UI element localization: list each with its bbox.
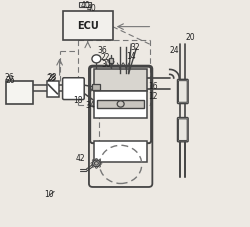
Text: 30: 30 bbox=[102, 60, 112, 69]
Bar bbox=[109, 59, 113, 64]
Circle shape bbox=[92, 56, 101, 64]
Text: 28: 28 bbox=[48, 73, 58, 81]
Bar bbox=[47, 82, 59, 98]
FancyBboxPatch shape bbox=[178, 81, 187, 103]
Text: 34: 34 bbox=[85, 101, 95, 110]
Text: 42: 42 bbox=[75, 154, 85, 163]
Text: 20: 20 bbox=[185, 33, 195, 42]
Text: 26: 26 bbox=[4, 73, 14, 82]
Circle shape bbox=[117, 101, 124, 108]
Bar bbox=[97, 101, 144, 108]
Bar bbox=[94, 141, 148, 163]
Bar bbox=[94, 70, 148, 91]
Text: 16: 16 bbox=[148, 82, 158, 91]
FancyBboxPatch shape bbox=[178, 119, 187, 141]
FancyBboxPatch shape bbox=[62, 78, 84, 100]
Text: ECU: ECU bbox=[77, 21, 98, 31]
Text: 10: 10 bbox=[44, 189, 54, 198]
FancyBboxPatch shape bbox=[178, 118, 188, 142]
Text: 18: 18 bbox=[73, 95, 83, 104]
Text: 40: 40 bbox=[86, 4, 96, 13]
Text: 28: 28 bbox=[47, 74, 56, 83]
Bar bbox=[79, 2, 92, 8]
Text: 14: 14 bbox=[126, 52, 136, 61]
Circle shape bbox=[93, 160, 100, 167]
FancyBboxPatch shape bbox=[178, 80, 188, 104]
Text: 24: 24 bbox=[170, 46, 179, 55]
Bar bbox=[94, 91, 148, 118]
Circle shape bbox=[94, 162, 98, 165]
Text: 26: 26 bbox=[5, 75, 15, 84]
Bar bbox=[92, 85, 100, 90]
Bar bbox=[6, 82, 33, 104]
Bar bbox=[63, 12, 112, 41]
Text: 32: 32 bbox=[130, 43, 140, 52]
Text: 40: 40 bbox=[80, 1, 90, 10]
Text: 12: 12 bbox=[148, 92, 158, 101]
Text: 22: 22 bbox=[101, 53, 110, 62]
Text: 36: 36 bbox=[97, 46, 107, 55]
